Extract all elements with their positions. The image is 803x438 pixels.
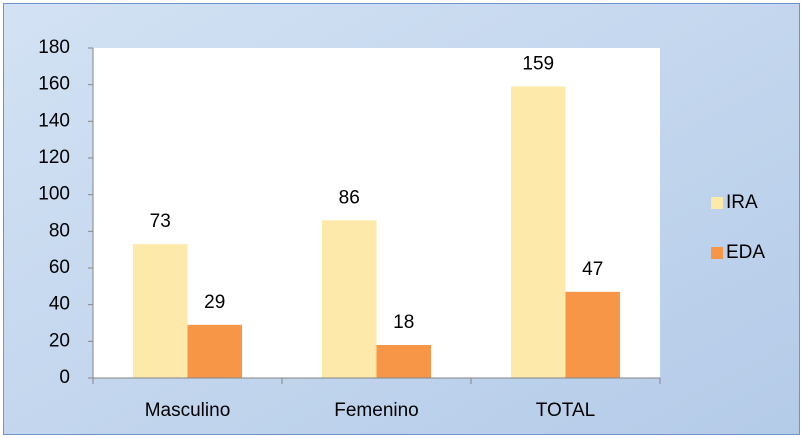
y-tick-label: 160 bbox=[38, 74, 70, 95]
bar bbox=[511, 86, 566, 378]
bar bbox=[376, 345, 431, 378]
y-tick-label: 140 bbox=[38, 110, 70, 131]
data-label: 86 bbox=[339, 187, 360, 208]
data-label: 159 bbox=[522, 54, 554, 75]
legend-label: EDA bbox=[726, 242, 765, 263]
legend-label: IRA bbox=[726, 192, 758, 213]
x-tick-label: TOTAL bbox=[536, 400, 595, 421]
legend-swatch bbox=[711, 197, 723, 209]
data-label: 73 bbox=[150, 211, 171, 232]
y-tick-label: 60 bbox=[49, 257, 70, 278]
bar bbox=[133, 244, 188, 378]
y-tick-label: 20 bbox=[49, 330, 70, 351]
y-tick-label: 40 bbox=[49, 294, 70, 315]
bar bbox=[187, 324, 242, 378]
y-tick-label: 80 bbox=[49, 220, 70, 241]
data-label: 29 bbox=[204, 292, 225, 313]
x-tick-label: Masculino bbox=[145, 400, 231, 421]
y-tick-label: 100 bbox=[38, 184, 70, 205]
x-tick-label: Femenino bbox=[334, 400, 419, 421]
bar bbox=[322, 220, 377, 378]
y-tick-label: 0 bbox=[59, 367, 70, 388]
y-tick-label: 180 bbox=[38, 37, 70, 58]
legend-swatch bbox=[711, 247, 723, 259]
y-tick-label: 120 bbox=[38, 147, 70, 168]
bar bbox=[565, 291, 620, 378]
data-label: 18 bbox=[393, 312, 414, 333]
data-label: 47 bbox=[582, 259, 603, 280]
